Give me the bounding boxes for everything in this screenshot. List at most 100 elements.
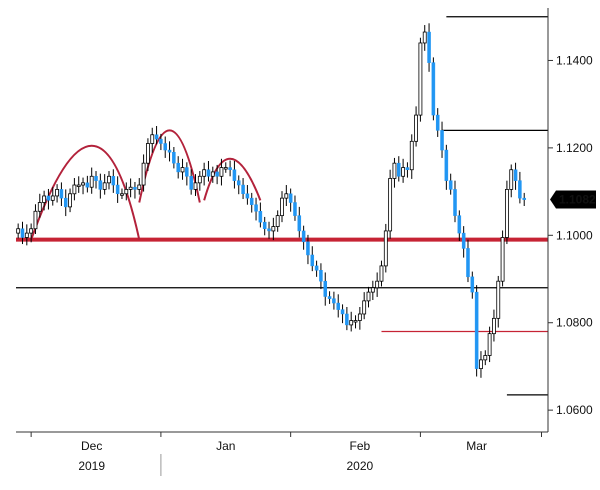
candle-body-58 (267, 228, 271, 232)
candle-body-18 (94, 176, 98, 181)
candle-body-10 (59, 189, 64, 199)
candle-body-98 (440, 130, 444, 151)
candle-body-68 (310, 254, 315, 267)
candle-body-59 (271, 226, 276, 232)
candle-body-79 (357, 313, 362, 321)
candle-body-6 (42, 195, 47, 203)
candle-body-102 (457, 215, 462, 234)
candle-body-54 (249, 197, 254, 205)
candle-body-112 (500, 237, 505, 282)
candle-body-37 (176, 162, 180, 173)
candle-body-75 (340, 309, 345, 315)
candle-body-65 (297, 215, 302, 232)
candle-body-46 (215, 171, 219, 177)
candle-body-90 (405, 167, 410, 170)
month-label-feb: Feb (350, 439, 371, 453)
candle-body-40 (189, 176, 193, 190)
candle-body-66 (301, 230, 306, 243)
candle-body-117 (522, 197, 526, 200)
candle-body-2 (24, 232, 29, 238)
candle-body-27 (133, 186, 137, 190)
candle-body-35 (167, 149, 172, 153)
candle-body-28 (137, 184, 142, 190)
candle-body-31 (150, 134, 155, 144)
candle-body-105 (470, 276, 475, 293)
candle-body-91 (409, 140, 414, 171)
last-price-label: 1.1082 (559, 192, 596, 206)
candle-body-53 (245, 193, 250, 199)
candle-body-19 (98, 180, 103, 190)
y-tick-label-1.1400: 1.1400 (556, 53, 593, 67)
candle-body-73 (332, 298, 336, 304)
candle-body-114 (509, 169, 514, 190)
candle-body-94 (422, 31, 427, 44)
candle-body-76 (345, 313, 349, 326)
candle-body-113 (504, 189, 509, 238)
candle-body-4 (33, 210, 38, 230)
candle-body-52 (241, 184, 245, 195)
candle-body-78 (353, 320, 358, 323)
last-price-marker: 1.1082 (550, 190, 596, 209)
candle-body-20 (102, 182, 107, 190)
candle-body-50 (232, 169, 237, 181)
candle-body-115 (513, 169, 518, 181)
candle-body-51 (236, 180, 241, 186)
x-axis-ticks (30, 432, 543, 437)
candle-body-23 (115, 184, 120, 195)
candle-body-26 (128, 186, 133, 190)
candle-body-34 (163, 143, 167, 151)
candle-body-87 (392, 162, 397, 179)
candle-body-42 (197, 175, 202, 184)
year-label-2020: 2020 (347, 459, 374, 473)
y-axis-ticks (548, 59, 553, 411)
candle-body-56 (258, 211, 263, 223)
candle-body-49 (228, 167, 232, 170)
y-tick-label-1.0600: 1.0600 (556, 403, 593, 417)
candle-body-82 (370, 287, 375, 293)
candle-body-12 (68, 193, 72, 208)
candle-body-24 (120, 193, 124, 196)
candle-body-30 (146, 143, 150, 164)
candle-body-55 (254, 204, 258, 212)
month-label-mar: Mar (466, 439, 487, 453)
y-tick-label-1.0800: 1.0800 (556, 316, 593, 330)
candle-body-57 (262, 221, 267, 229)
candle-body-86 (388, 178, 393, 232)
candle-body-39 (185, 167, 189, 177)
candle-body-110 (492, 317, 496, 335)
arc-right-shoulder (203, 157, 262, 201)
year-label-2019: 2019 (78, 459, 105, 473)
candle-body-45 (210, 171, 215, 177)
candle-body-7 (46, 195, 51, 201)
candle-body-38 (180, 167, 185, 173)
candle-body-32 (154, 134, 159, 140)
y-axis: 1.0600 1.0800 1.1000 1.1200 1.1400 (547, 8, 593, 432)
arc-left-shoulder (30, 144, 141, 241)
candle-body-104 (466, 248, 470, 278)
candle-body-71 (323, 280, 328, 297)
candle-body-9 (55, 189, 60, 197)
candle-body-29 (141, 162, 146, 186)
candle-body-101 (453, 189, 457, 216)
candle-body-89 (401, 167, 406, 177)
candle-body-109 (487, 333, 492, 356)
candle-body-108 (483, 355, 488, 361)
candle-body-64 (293, 202, 297, 216)
candle-body-99 (444, 149, 449, 181)
candle-body-14 (76, 184, 81, 187)
candle-body-48 (223, 167, 228, 170)
candle-body-5 (37, 202, 42, 212)
candle-body-25 (124, 189, 129, 195)
candle-body-72 (327, 296, 332, 299)
candle-body-17 (89, 175, 94, 188)
candle-body-1 (20, 228, 25, 238)
candle-body-60 (275, 215, 280, 227)
candle-body-88 (397, 162, 401, 177)
candle-body-81 (366, 291, 371, 302)
candle-body-84 (379, 265, 384, 282)
candle-body-100 (448, 180, 453, 190)
candle-body-67 (306, 241, 310, 256)
candle-body-95 (427, 31, 431, 63)
candle-body-107 (479, 359, 483, 370)
candle-body-103 (461, 232, 466, 249)
